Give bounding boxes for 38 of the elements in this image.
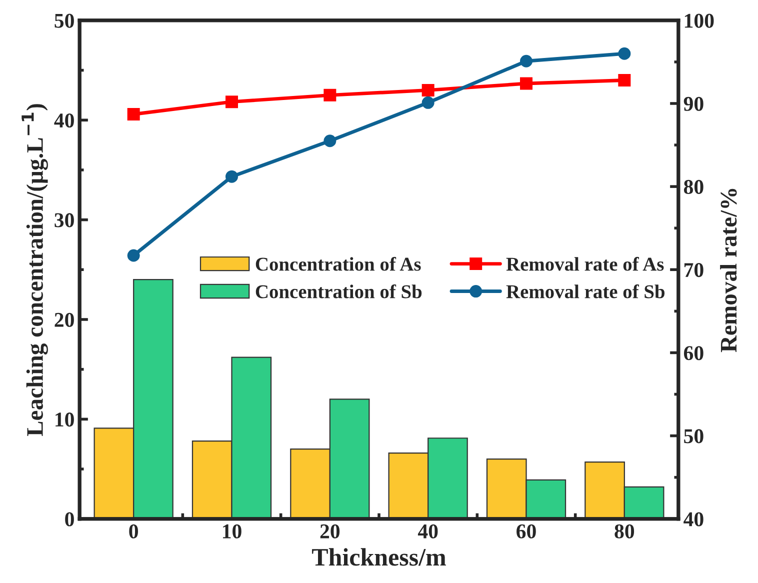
legend-label: Removal rate of Sb — [506, 284, 665, 298]
point — [226, 96, 238, 108]
y2-tick-label: 70 — [684, 263, 704, 278]
point — [520, 77, 532, 90]
x-tick-label: 10 — [223, 524, 242, 538]
legend-label: Removal rate of As — [506, 256, 664, 271]
point — [422, 96, 434, 109]
y-tick-label: 30 — [54, 213, 74, 228]
x-tick-label: 60 — [516, 524, 536, 538]
point — [127, 249, 140, 262]
x-tick-label: 40 — [418, 524, 438, 538]
y-tick-label: 0 — [65, 512, 74, 526]
y-tick-label: 10 — [56, 412, 74, 427]
y2-tick-label: 90 — [684, 96, 704, 111]
x-tick-label: 20 — [320, 524, 340, 538]
point — [324, 134, 336, 148]
y2-tick-label: 50 — [684, 429, 704, 444]
x-tick-label: 0 — [129, 524, 138, 538]
y-tick-label: 20 — [54, 312, 74, 327]
point — [127, 108, 140, 121]
point — [324, 88, 336, 102]
point — [618, 47, 631, 60]
y2-tick-label: 80 — [684, 180, 704, 194]
y2-tick-label: 40 — [684, 512, 704, 526]
point — [618, 74, 631, 86]
legend-label: Concentration of Sb — [256, 284, 422, 298]
y2-axis-title: Removal rate/% — [720, 188, 737, 352]
y-tick-label: 50 — [54, 14, 74, 28]
x-tick-label: 80 — [614, 524, 634, 538]
y2-tick-label: 60 — [684, 346, 704, 360]
point — [422, 84, 434, 96]
x-axis-title: Thickness/m — [312, 548, 446, 566]
y-tick-label: 40 — [54, 113, 74, 128]
y2-tick-label: 100 — [684, 14, 714, 28]
y-axis-title: Leaching concentration/(μg.L$^{−1}$) — [22, 104, 48, 436]
point — [226, 170, 238, 183]
legend-label: Concentration of As — [256, 256, 421, 271]
point — [520, 54, 532, 68]
